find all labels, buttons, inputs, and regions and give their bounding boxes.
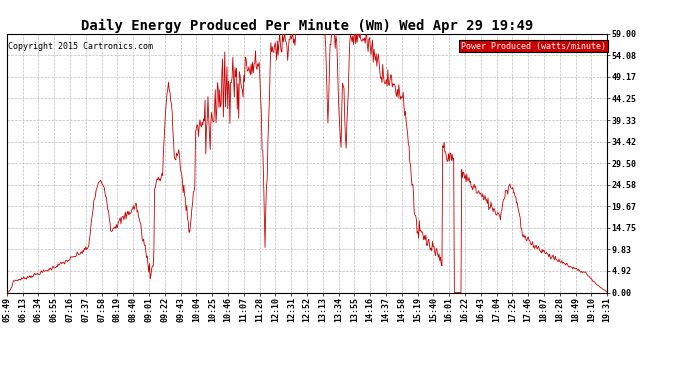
Text: Power Produced (watts/minute): Power Produced (watts/minute) <box>461 42 606 51</box>
Text: Copyright 2015 Cartronics.com: Copyright 2015 Cartronics.com <box>8 42 153 51</box>
Title: Daily Energy Produced Per Minute (Wm) Wed Apr 29 19:49: Daily Energy Produced Per Minute (Wm) We… <box>81 18 533 33</box>
